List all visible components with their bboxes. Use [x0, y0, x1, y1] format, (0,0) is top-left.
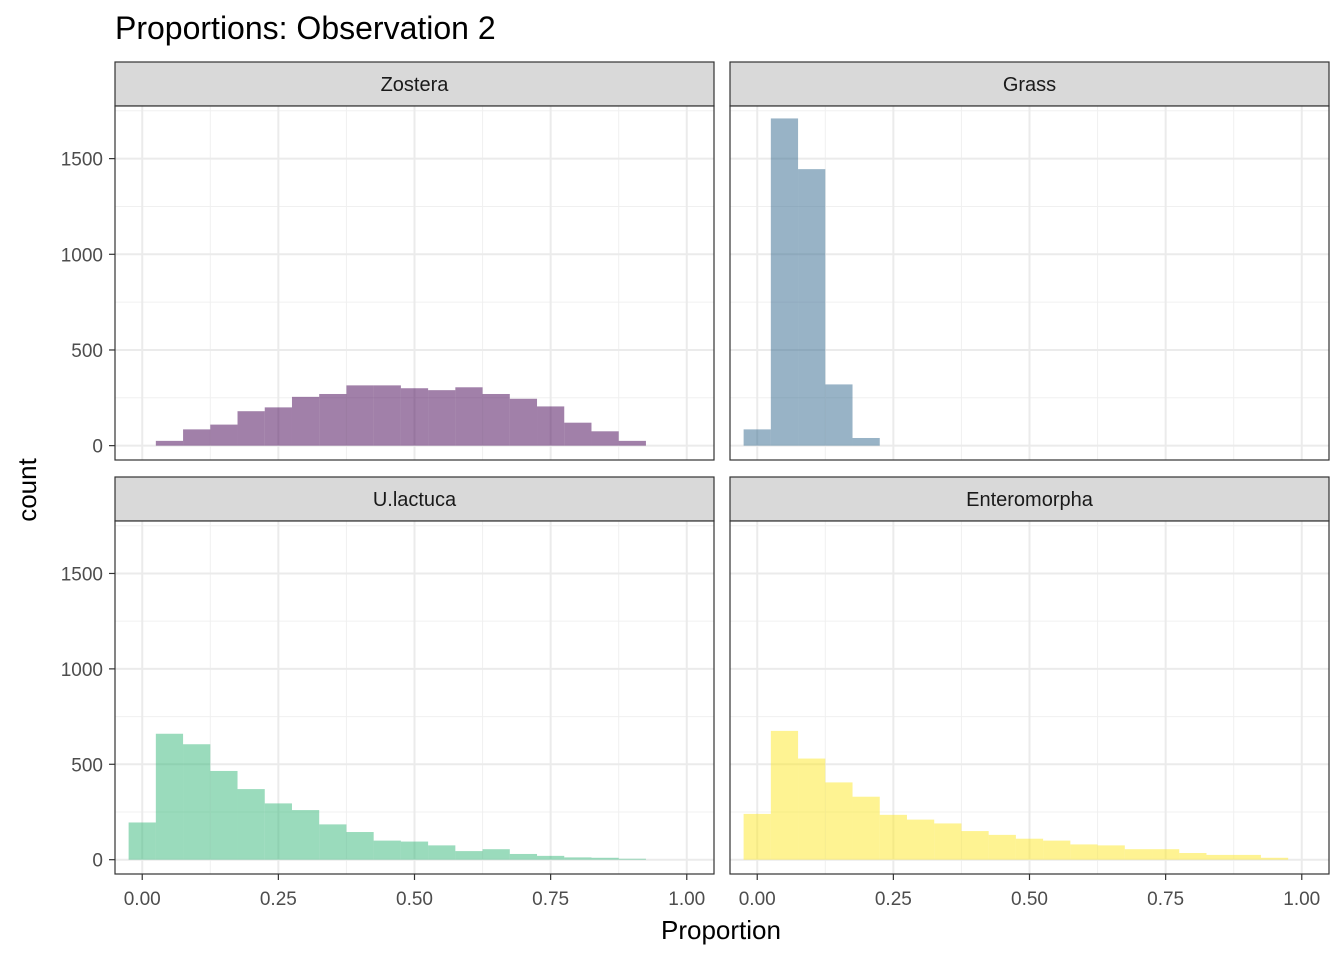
histogram-bar: [1070, 844, 1098, 860]
x-tick-label: 0.00: [124, 889, 161, 910]
y-tick-label: 500: [71, 341, 103, 362]
x-tick-label: 0.50: [396, 889, 433, 910]
histogram-bar: [1043, 840, 1071, 860]
panel-border: [114, 105, 715, 461]
histogram-bar: [155, 733, 184, 860]
histogram-bar: [319, 393, 347, 446]
x-tick-label: 0.75: [1147, 889, 1184, 910]
histogram-bar: [1015, 838, 1044, 860]
histogram-bar: [264, 407, 292, 446]
histogram-bar: [455, 851, 483, 860]
y-tick-label: 1500: [61, 564, 103, 585]
histogram-bar: [482, 393, 510, 446]
histogram-bar: [591, 857, 619, 860]
histogram-bar: [798, 169, 826, 446]
x-tick-label: 0.75: [532, 889, 569, 910]
histogram-bar: [291, 810, 320, 860]
histogram-bar: [155, 440, 184, 446]
histogram-bar: [1152, 849, 1180, 860]
histogram-bar: [183, 429, 211, 446]
histogram-bar: [346, 832, 374, 860]
x-tick-label: 1.00: [1283, 889, 1320, 910]
histogram-bar: [825, 384, 853, 446]
x-tick-label: 0.00: [739, 889, 776, 910]
histogram-bar: [537, 855, 565, 860]
histogram-bar: [1097, 845, 1125, 860]
facet-strip: [729, 61, 1330, 107]
histogram-bar: [564, 857, 592, 860]
histogram-bar: [210, 770, 238, 860]
histogram-bar: [852, 796, 880, 860]
histogram-bar: [618, 858, 646, 860]
histogram-bar: [798, 758, 826, 860]
histogram-bar: [618, 440, 646, 446]
histogram-bar: [825, 782, 853, 860]
facet-strip: [729, 476, 1330, 522]
histogram-bar: [1233, 854, 1261, 860]
y-tick-label: 1500: [61, 150, 103, 171]
x-tick-label: 1.00: [668, 889, 705, 910]
histogram-bar: [537, 406, 565, 446]
facet-strip-label: U.lactuca: [373, 489, 457, 511]
facet-strip-label: Zostera: [381, 74, 450, 96]
y-tick-label: 0: [92, 437, 103, 458]
histogram-bar: [1124, 849, 1153, 860]
y-tick-label: 1000: [61, 245, 103, 266]
x-tick-label: 0.50: [1011, 889, 1048, 910]
histogram-bar: [934, 823, 962, 860]
histogram-bar: [291, 396, 320, 446]
facet-strip-label: Grass: [1003, 74, 1056, 96]
histogram-bar: [264, 803, 292, 860]
histogram-bar: [428, 390, 456, 446]
x-tick-label: 0.25: [875, 889, 912, 910]
facet-panel-zostera: Zostera 0 500 1000 1500: [61, 61, 715, 461]
y-tick-label: 1000: [61, 660, 103, 681]
facet-panel-enteromorpha: Enteromorpha 0.00 0.25 0.50 0.75 1.00: [729, 476, 1330, 910]
histogram-bar: [988, 834, 1016, 860]
histogram-bar: [237, 411, 265, 446]
histogram-bar: [743, 813, 771, 860]
histogram-bar: [128, 822, 156, 860]
histogram-bar: [564, 422, 592, 446]
histogram-bar: [879, 814, 907, 860]
histogram-bar: [455, 387, 483, 446]
facet-panel-u-lactuca: U.lactuca 0 500 1000 1500 0.00 0.25 0.50 0.75 1.0…: [61, 476, 715, 910]
histogram-bar: [770, 730, 799, 860]
histogram-bar: [743, 429, 771, 446]
panel-border: [729, 105, 1330, 461]
histogram-bar: [906, 819, 935, 860]
x-tick-label: 0.25: [260, 889, 297, 910]
histogram-bar: [237, 789, 265, 860]
histogram-bar: [400, 388, 429, 446]
histogram-bar: [210, 424, 238, 446]
facet-strip: [114, 476, 715, 522]
histogram-bar: [373, 385, 401, 446]
y-tick-label: 0: [92, 851, 103, 872]
y-tick-label: 500: [71, 755, 103, 776]
histogram-bar: [770, 118, 799, 446]
histogram-bar: [346, 385, 374, 446]
y-axis-title: count: [12, 457, 42, 521]
facet-strip: [114, 61, 715, 107]
chart-title: Proportions: Observation 2: [115, 10, 496, 46]
histogram-bar: [961, 831, 989, 860]
histogram-bar: [1260, 857, 1289, 860]
histogram-bar: [482, 849, 510, 860]
histogram-bar: [509, 398, 538, 446]
histogram-bar: [183, 744, 211, 860]
histogram-bar: [591, 431, 619, 446]
histogram-bar: [852, 437, 880, 446]
histogram-bar: [373, 840, 401, 860]
facet-panels: Zostera 0 500 1000 1500 Grass U.lactuca 0 500 100…: [61, 61, 1330, 910]
facet-panel-grass: Grass: [729, 61, 1330, 461]
histogram-bar: [428, 845, 456, 860]
histogram-bar: [1179, 853, 1207, 860]
histogram-bar: [1206, 854, 1234, 860]
histogram-bar: [319, 824, 347, 860]
histogram-bar: [400, 841, 429, 860]
histogram-bar: [509, 853, 538, 860]
facet-strip-label: Enteromorpha: [966, 489, 1094, 511]
x-axis-title: Proportion: [661, 915, 781, 945]
